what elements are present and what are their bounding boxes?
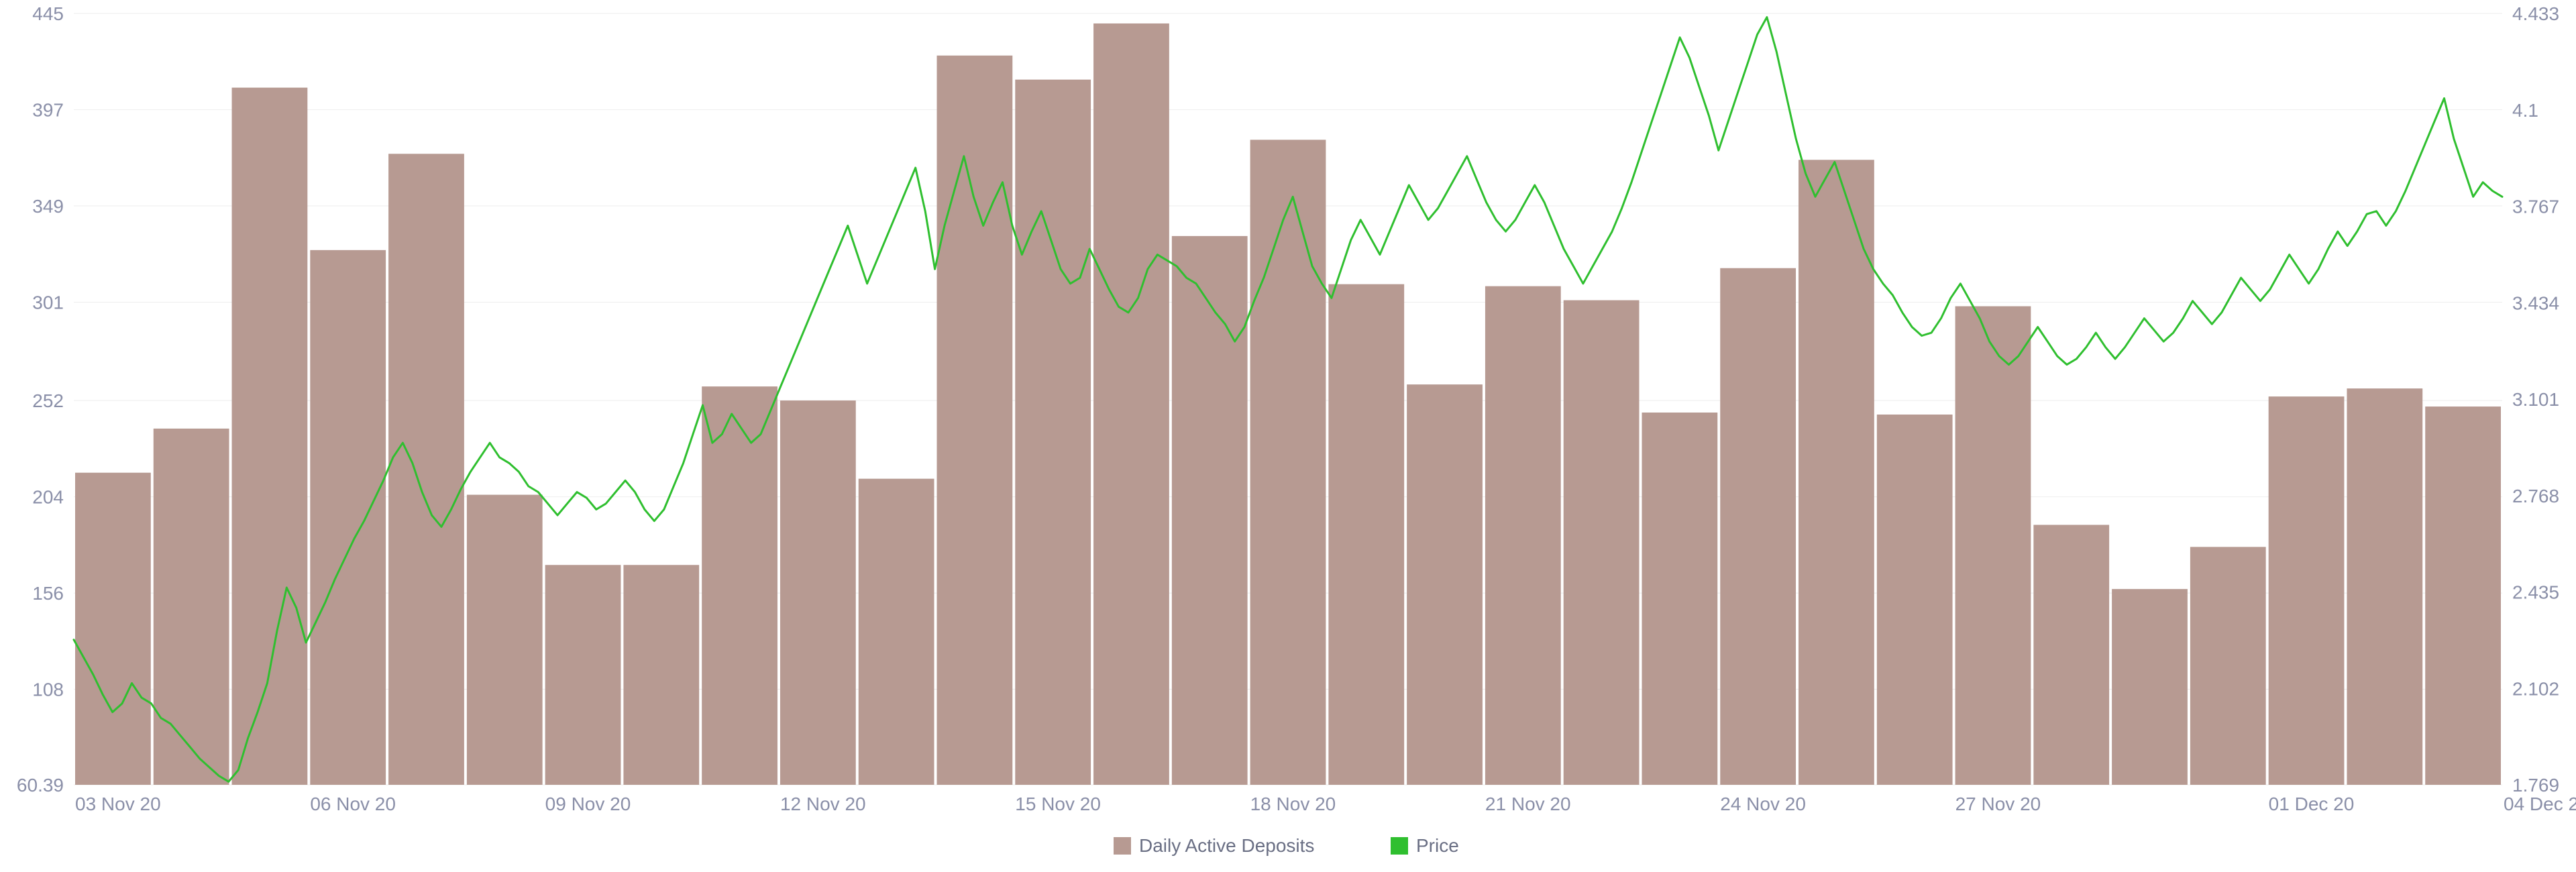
y-left-label: 204 [32, 487, 64, 508]
bar [1407, 384, 1483, 785]
x-axis-label: 18 Nov 20 [1250, 794, 1336, 814]
legend-swatch [1391, 837, 1408, 855]
y-right-label: 1.769 [2512, 775, 2559, 796]
y-left-label: 397 [32, 100, 64, 121]
combo-chart: 60.39 108 156 204 252 301 349 397 445 1.769 2.102 2… [0, 0, 2576, 872]
bar [1955, 307, 2031, 785]
y-right-label: 3.101 [2512, 389, 2559, 410]
bar [1642, 413, 1717, 785]
bar [2425, 406, 2501, 785]
x-axis-label: 24 Nov 20 [1720, 794, 1806, 814]
bar [1720, 268, 1796, 785]
bar [1015, 80, 1091, 785]
bar [780, 400, 856, 785]
chart-svg: 60.39 108 156 204 252 301 349 397 445 1.769 2.102 2… [0, 0, 2576, 872]
y-right-label: 3.434 [2512, 292, 2559, 313]
bar [1564, 301, 1640, 785]
bar [1250, 140, 1326, 785]
y-left-label: 445 [32, 3, 64, 24]
bar [75, 473, 151, 785]
bar [702, 386, 777, 785]
y-right-label: 4.1 [2512, 100, 2538, 121]
bar [467, 495, 543, 785]
bar [623, 565, 699, 785]
bar [1485, 286, 1561, 785]
bar [2269, 396, 2345, 785]
bar [2190, 547, 2266, 785]
x-axis-label: 12 Nov 20 [780, 794, 866, 814]
y-left-label: 108 [32, 679, 64, 700]
x-axis-label: 01 Dec 20 [2269, 794, 2355, 814]
legend-label: Daily Active Deposits [1139, 835, 1314, 856]
bar [1799, 160, 1874, 785]
legend-label: Price [1416, 835, 1459, 856]
bar [1877, 415, 1953, 785]
x-axis-label: 09 Nov 20 [545, 794, 631, 814]
x-axis-label: 15 Nov 20 [1015, 794, 1101, 814]
bar [2347, 388, 2422, 785]
x-axis-label: 27 Nov 20 [1955, 794, 2041, 814]
bar [388, 154, 464, 785]
y-right-label: 2.435 [2512, 582, 2559, 603]
x-axis-label: 04 Dec 20 [2504, 794, 2576, 814]
y-right-label: 2.768 [2512, 486, 2559, 506]
y-left-label: 349 [32, 196, 64, 217]
bar [859, 479, 934, 785]
y-left-label: 301 [32, 292, 64, 313]
x-axis-label: 03 Nov 20 [75, 794, 161, 814]
y-right-label: 2.102 [2512, 678, 2559, 699]
bar [545, 565, 621, 785]
bar [1093, 23, 1169, 785]
x-axis-label: 21 Nov 20 [1485, 794, 1571, 814]
bar [232, 88, 308, 785]
x-axis-label: 06 Nov 20 [310, 794, 396, 814]
y-right-label: 4.433 [2512, 3, 2559, 24]
y-left-label: 252 [32, 390, 64, 411]
y-left-label: 60.39 [17, 775, 64, 796]
bar [1172, 236, 1248, 785]
y-left-label: 156 [32, 583, 64, 604]
legend-swatch [1114, 837, 1131, 855]
bar [2112, 589, 2188, 785]
bar [2033, 525, 2109, 785]
bar [310, 250, 386, 785]
y-right-label: 3.767 [2512, 197, 2559, 217]
bar [1328, 284, 1404, 785]
bar [154, 429, 229, 785]
bar [937, 56, 1013, 785]
